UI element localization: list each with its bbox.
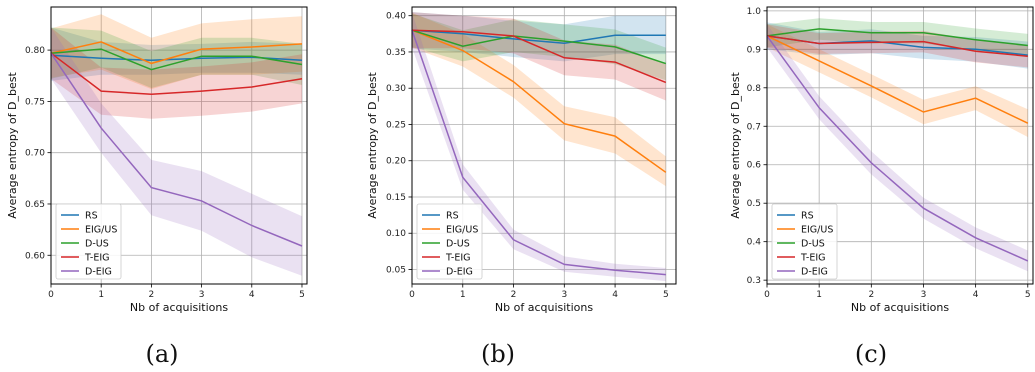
confidence-band-t-eig bbox=[767, 24, 1028, 68]
legend-label: T-EIG bbox=[445, 253, 471, 264]
figure-caption: (c) bbox=[855, 340, 887, 368]
y-tick-label: 0.40 bbox=[386, 12, 406, 22]
legend-label: D-US bbox=[801, 239, 825, 250]
confidence-band-d-us bbox=[767, 18, 1028, 57]
x-tick-label: 0 bbox=[409, 290, 415, 300]
x-tick-label: 5 bbox=[1025, 290, 1031, 300]
y-tick-label: 0.6 bbox=[747, 161, 762, 171]
x-tick-label: 1 bbox=[460, 290, 466, 300]
y-axis-label: Average entropy of D_best bbox=[729, 72, 742, 219]
x-tick-label: 4 bbox=[249, 290, 255, 300]
x-tick-label: 3 bbox=[199, 290, 205, 300]
y-tick-label: 0.15 bbox=[386, 193, 406, 203]
legend-label: RS bbox=[446, 211, 459, 222]
series-line-d-eig bbox=[411, 29, 666, 276]
x-axis-label: Nb of acquisitions bbox=[495, 301, 593, 314]
series-line-t-eig bbox=[766, 35, 1028, 57]
x-axis-label: Nb of acquisitions bbox=[130, 301, 228, 314]
y-tick-label: 0.05 bbox=[386, 265, 406, 275]
plot-frame bbox=[50, 6, 308, 285]
y-axis-label: Average entropy of D_best bbox=[366, 72, 379, 219]
legend-label: RS bbox=[85, 211, 98, 222]
y-tick-label: 1.0 bbox=[747, 7, 762, 17]
confidence-band-t-eig bbox=[51, 27, 302, 119]
x-tick-label: 4 bbox=[973, 290, 979, 300]
y-tick-label: 0.30 bbox=[386, 84, 406, 94]
legend-label: T-EIG bbox=[84, 253, 110, 264]
legend-label: EIG/US bbox=[801, 225, 833, 236]
x-tick-label: 1 bbox=[816, 290, 822, 300]
x-tick-label: 2 bbox=[511, 290, 517, 300]
y-tick-label: 0.65 bbox=[25, 200, 45, 210]
chart-panel-c: 0 1 2 3 4 5 0.3 0.4 0.5 0.6 0.7 0.8 0.9 1.0 Nb of acqu… bbox=[729, 6, 1034, 368]
series-line-d-eig bbox=[50, 52, 303, 247]
confidence-band-d-eig bbox=[767, 24, 1028, 272]
y-tick-label: 0.75 bbox=[25, 97, 45, 107]
y-tick-label: 0.60 bbox=[25, 251, 45, 261]
plot-frame bbox=[411, 6, 677, 285]
confidence-band-d-eig bbox=[51, 27, 302, 276]
series-line-eig-us bbox=[766, 35, 1029, 124]
confidence-band-eig-us bbox=[412, 12, 666, 187]
y-tick-label: 0.80 bbox=[25, 46, 45, 56]
chart-panel-b: 0 1 2 3 4 5 0.05 0.10 0.15 0.20 0.25 0.30 0.35 0.40 Nb… bbox=[366, 6, 677, 368]
y-tick-label: 0.35 bbox=[386, 48, 406, 58]
legend-label: D-EIG bbox=[85, 267, 112, 278]
y-tick-label: 0.7 bbox=[747, 122, 761, 132]
legend-label: D-US bbox=[446, 239, 470, 250]
y-tick-label: 0.25 bbox=[386, 120, 406, 130]
x-tick-label: 3 bbox=[561, 290, 567, 300]
x-tick-label: 0 bbox=[48, 290, 54, 300]
legend-label: EIG/US bbox=[446, 225, 478, 236]
confidence-band-rs bbox=[51, 27, 302, 81]
series-line-d-us bbox=[411, 29, 667, 65]
series-line-t-eig bbox=[411, 29, 667, 84]
confidence-band-rs bbox=[767, 22, 1028, 69]
x-axis-label: Nb of acquisitions bbox=[851, 301, 949, 314]
x-tick-label: 5 bbox=[299, 290, 305, 300]
y-tick-label: 0.10 bbox=[386, 229, 406, 239]
y-tick-label: 0.70 bbox=[25, 149, 45, 159]
figure-caption: (a) bbox=[145, 340, 178, 368]
legend-label: RS bbox=[801, 211, 814, 222]
x-tick-label: 3 bbox=[921, 290, 927, 300]
y-tick-label: 0.8 bbox=[747, 84, 762, 94]
legend-label: D-EIG bbox=[446, 267, 473, 278]
figure-caption: (b) bbox=[481, 340, 515, 368]
plot-frame bbox=[766, 6, 1034, 285]
confidence-band-rs bbox=[412, 12, 666, 62]
legend-label: D-EIG bbox=[801, 267, 828, 278]
legend-label: T-EIG bbox=[800, 253, 826, 264]
y-axis-label: Average entropy of D_best bbox=[6, 72, 19, 219]
x-tick-label: 2 bbox=[868, 290, 874, 300]
x-tick-label: 4 bbox=[612, 290, 618, 300]
legend-label: D-US bbox=[85, 239, 109, 250]
series-line-eig-us bbox=[50, 41, 303, 65]
y-tick-label: 0.3 bbox=[747, 276, 761, 286]
series-line-eig-us bbox=[411, 29, 667, 173]
confidence-band-eig-us bbox=[767, 24, 1028, 137]
x-tick-label: 0 bbox=[764, 290, 770, 300]
x-tick-label: 2 bbox=[149, 290, 155, 300]
x-tick-label: 1 bbox=[98, 290, 104, 300]
y-tick-label: 0.9 bbox=[747, 45, 762, 55]
confidence-band-t-eig bbox=[412, 12, 666, 101]
series-line-d-us bbox=[50, 48, 303, 71]
series-line-d-us bbox=[766, 28, 1028, 47]
chart-panel-a: 0 1 2 3 4 5 0.60 0.65 0.70 0.75 0.80 Nb of acquisit… bbox=[6, 6, 308, 368]
x-tick-label: 5 bbox=[663, 290, 669, 300]
confidence-band-d-us bbox=[51, 27, 302, 88]
y-tick-label: 0.5 bbox=[747, 199, 761, 209]
legend-box bbox=[55, 203, 122, 280]
series-line-d-eig bbox=[766, 35, 1029, 262]
series-line-rs bbox=[411, 29, 666, 45]
y-tick-label: 0.20 bbox=[386, 157, 406, 167]
legend-box bbox=[771, 203, 838, 280]
legend-label: EIG/US bbox=[85, 225, 117, 236]
series-line-t-eig bbox=[50, 52, 303, 95]
legend-box bbox=[416, 203, 483, 280]
y-tick-label: 0.4 bbox=[747, 238, 762, 248]
confidence-band-eig-us bbox=[51, 14, 302, 90]
